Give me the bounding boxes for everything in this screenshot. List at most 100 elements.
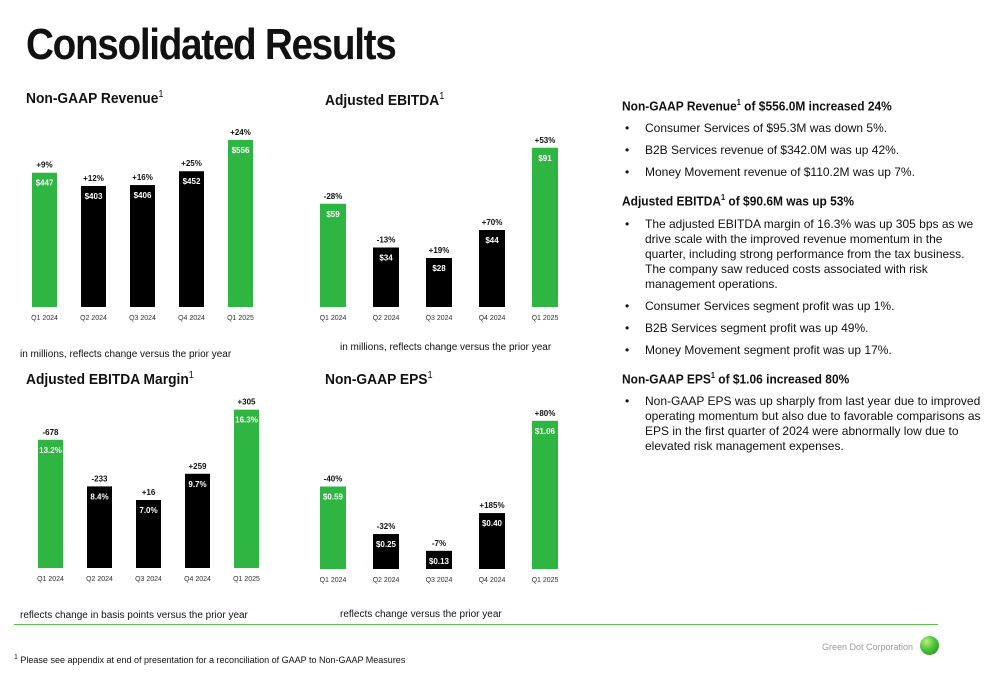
change-label-ebitda-0: -28% (324, 192, 343, 201)
bullet-glyph: • (625, 320, 630, 335)
ebitda-commentary: Adjusted EBITDA1 of $90.6M was up 53% • T… (622, 190, 984, 357)
brand-name: Green Dot Corporation (822, 642, 914, 652)
margin-note: reflects change in basis points versus t… (20, 610, 248, 621)
bar-eps-2 (426, 550, 452, 569)
value-label-eps-1: $0.25 (376, 540, 397, 549)
bullet-glyph: • (625, 121, 630, 136)
margin-chart: 13.2% -678 Q1 2024 8.4% -233 Q2 2024 7.0% +16 Q3… (37, 398, 260, 583)
eps-note: reflects change versus the prior year (340, 609, 502, 620)
bar-margin-3 (185, 473, 210, 568)
change-label-revenue-1: +12% (83, 174, 104, 183)
eps-commentary-heading: Non-GAAP EPS1 of $1.06 increased 80% (622, 370, 850, 386)
change-label-revenue-4: +24% (230, 128, 251, 137)
tick-label-ebitda-2: Q3 2024 (426, 315, 453, 322)
revenue-commentary-heading: Non-GAAP Revenue1 of $556.0M increased 2… (622, 98, 892, 114)
change-label-revenue-3: +25% (181, 159, 202, 168)
change-label-revenue-2: +16% (132, 173, 153, 182)
ebitda-chart: $59 -28% Q1 2024 $34 -13% Q2 2024 $28 +19% Q3 20… (320, 136, 559, 322)
list-item: • Consumer Services segment profit was up… (625, 298, 895, 313)
list-item: • The adjusted EBITDA margin of 16.3% was… (625, 216, 974, 291)
change-label-margin-4: +305 (237, 398, 256, 407)
value-label-eps-0: $0.59 (323, 493, 344, 502)
list-item: • Money Movement revenue of $110.2M was u… (625, 165, 915, 180)
value-label-ebitda-0: $59 (326, 210, 340, 219)
eps-commentary: Non-GAAP EPS1 of $1.06 increased 80% • No… (622, 368, 984, 454)
tick-label-margin-4: Q1 2025 (233, 576, 260, 583)
change-label-revenue-0: +9% (36, 161, 52, 170)
bullet-glyph: • (625, 342, 630, 357)
bar-eps-0 (320, 486, 346, 569)
tick-label-revenue-2: Q3 2024 (129, 315, 156, 322)
change-label-margin-0: -678 (42, 428, 59, 437)
bar-ebitda-2 (426, 258, 452, 307)
value-label-ebitda-1: $34 (379, 254, 393, 263)
bar-eps-1 (373, 534, 399, 569)
bar-margin-4 (234, 409, 259, 568)
value-label-margin-4: 16.3% (235, 416, 258, 425)
bullet-glyph: • (625, 143, 630, 158)
tick-label-ebitda-0: Q1 2024 (320, 315, 347, 322)
bar-margin-1 (87, 486, 112, 568)
change-label-eps-4: +80% (535, 409, 556, 418)
change-label-eps-3: +185% (479, 501, 504, 510)
bar-ebitda-1 (373, 247, 399, 307)
change-label-margin-1: -233 (91, 474, 108, 483)
footnote: 1 Please see appendix at end of presenta… (14, 654, 406, 665)
revenue-commentary: Non-GAAP Revenue1 of $556.0M increased 2… (622, 95, 984, 180)
list-item: • Consumer Services of $95.3M was down 5%… (625, 121, 888, 136)
tick-label-eps-3: Q4 2024 (479, 577, 506, 584)
green-dot-logo-icon (920, 636, 939, 655)
ebitda-note: in millions, reflects change versus the … (340, 342, 552, 353)
tick-label-margin-1: Q2 2024 (86, 576, 113, 583)
value-label-eps-3: $0.40 (482, 519, 503, 528)
tick-label-revenue-3: Q4 2024 (178, 315, 205, 322)
change-label-ebitda-4: +53% (535, 136, 556, 145)
change-label-ebitda-1: -13% (377, 236, 396, 245)
revenue-chart-title: Non-GAAP Revenue1 (26, 89, 164, 107)
bar-revenue-4 (228, 140, 253, 307)
bar-eps-4 (532, 420, 558, 569)
change-label-eps-2: -7% (432, 539, 446, 548)
bar-margin-0 (38, 439, 63, 568)
tick-label-eps-1: Q2 2024 (373, 577, 400, 584)
value-label-eps-2: $0.13 (429, 557, 450, 566)
bullet-glyph: • (625, 298, 630, 313)
bullet-glyph: • (625, 216, 630, 231)
bar-revenue-1 (81, 185, 106, 307)
tick-label-ebitda-4: Q1 2025 (532, 315, 559, 322)
value-label-margin-0: 13.2% (39, 446, 62, 455)
tick-label-ebitda-3: Q4 2024 (479, 315, 506, 322)
eps-chart-title: Non-GAAP EPS1 (325, 370, 433, 388)
value-label-revenue-3: $452 (183, 177, 201, 186)
revenue-note: in millions, reflects change versus the … (20, 349, 232, 360)
value-label-ebitda-2: $28 (432, 264, 446, 273)
change-label-margin-2: +16 (142, 488, 156, 497)
bullet-glyph: • (625, 393, 630, 408)
tick-label-revenue-1: Q2 2024 (80, 315, 107, 322)
bar-eps-3 (479, 513, 505, 569)
ebitda-chart-title: Adjusted EBITDA1 (325, 91, 445, 109)
tick-label-eps-4: Q1 2025 (532, 577, 559, 584)
value-label-eps-4: $1.06 (535, 427, 556, 436)
bar-revenue-2 (130, 185, 155, 307)
tick-label-eps-2: Q3 2024 (426, 577, 453, 584)
ebitda-commentary-heading: Adjusted EBITDA1 of $90.6M was up 53% (622, 193, 855, 209)
change-label-ebitda-2: +19% (429, 246, 450, 255)
value-label-ebitda-4: $91 (538, 154, 552, 163)
page-title: Consolidated Results (26, 20, 397, 69)
bar-revenue-0 (32, 172, 57, 307)
value-label-ebitda-3: $44 (485, 236, 499, 245)
value-label-revenue-1: $403 (85, 192, 103, 201)
bar-margin-2 (136, 500, 161, 568)
eps-commentary-list: • Non-GAAP EPS was up sharply from last y… (622, 394, 984, 454)
revenue-chart: $447 +9% Q1 2024 $403 +12% Q2 2024 $406 +16% Q3 … (31, 128, 254, 322)
footer-divider (14, 624, 938, 625)
ebitda-commentary-list: • The adjusted EBITDA margin of 16.3% was… (622, 217, 984, 358)
list-item: • Non-GAAP EPS was up sharply from last y… (625, 393, 981, 453)
tick-label-revenue-0: Q1 2024 (31, 315, 58, 322)
tick-label-margin-2: Q3 2024 (135, 576, 162, 583)
tick-label-eps-0: Q1 2024 (320, 577, 347, 584)
eps-chart: $0.59 -40% Q1 2024 $0.25 -32% Q2 2024 $0.13 -7%… (320, 409, 559, 584)
list-item: • Money Movement segment profit was up 17… (625, 342, 892, 357)
commentary-panel: Non-GAAP Revenue1 of $556.0M increased 2… (622, 95, 984, 464)
